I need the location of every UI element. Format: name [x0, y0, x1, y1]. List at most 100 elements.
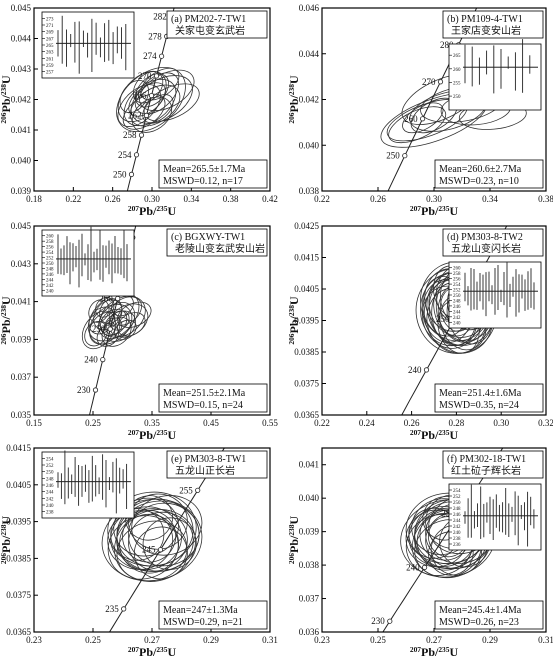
y-tick-label: 0.045: [11, 221, 32, 231]
title-box: [442, 10, 544, 39]
y-tick-label: 0.0415: [294, 253, 319, 263]
result-box: [158, 383, 268, 413]
result-box: [434, 383, 544, 413]
age-label: 250: [386, 151, 400, 161]
error-ellipse: [117, 301, 152, 328]
title-box: [166, 228, 268, 257]
y-tick-label: 0.045: [11, 3, 32, 13]
panel-title: (b) PM109-4-TW1: [447, 14, 523, 25]
inset-tick-label: 246: [46, 273, 54, 278]
inset-tick-label: 256: [46, 246, 54, 251]
y-tick-label: 0.044: [11, 34, 32, 44]
x-tick-label: 0.23: [26, 635, 42, 645]
x-tick-label: 0.22: [314, 418, 330, 428]
y-tick-label: 0.040: [299, 493, 320, 503]
x-tick-label: 0.38: [538, 194, 553, 204]
mean-age: Mean=265.5±1.7Ma: [163, 164, 246, 175]
x-tick-label: 0.26: [370, 194, 386, 204]
inset-tick-label: 254: [453, 489, 461, 494]
result-box: [434, 159, 544, 189]
error-ellipse: [142, 517, 197, 570]
inset-tick-label: 256: [453, 278, 461, 283]
inset-tick-label: 244: [453, 519, 461, 524]
inset-frame: [448, 43, 542, 111]
inset-tick-label: 259: [46, 64, 54, 69]
y-tick-label: 0.039: [11, 186, 32, 196]
y-tick-label: 0.040: [299, 140, 320, 150]
age-label: 260: [404, 114, 418, 124]
concordia-curve: [126, 8, 175, 191]
age-marker: [138, 132, 145, 138]
x-tick-label: 0.27: [426, 635, 442, 645]
y-tick-label: 0.035: [11, 410, 32, 420]
inset-tick-label: 242: [453, 316, 461, 321]
error-ellipse: [116, 66, 186, 133]
x-tick-label: 0.34: [482, 194, 498, 204]
age-label: 254: [118, 150, 132, 160]
x-tick-label: 0.18: [26, 194, 42, 204]
weighted-mean-inset: 265 260 255 250: [448, 39, 542, 111]
rock-name: 五龙山正长岩: [175, 464, 235, 477]
inset-tick-label: 246: [46, 484, 54, 489]
age-label: 250: [441, 509, 455, 519]
age-marker: [121, 606, 127, 612]
mswd: MSWD=0.23, n=10: [439, 176, 519, 187]
inset-tick-label: 246: [453, 513, 461, 518]
y-tick-label: 0.043: [11, 259, 32, 269]
inset-tick-label: 244: [46, 491, 54, 496]
error-ellipse: [142, 94, 174, 124]
error-ellipse: [119, 80, 149, 113]
mswd: MSWD=0.29, n=21: [163, 617, 243, 628]
error-ellipse: [107, 510, 174, 570]
inset-tick-label: 240: [46, 289, 54, 294]
inset-tick-label: 250: [453, 501, 461, 506]
inset-tick-label: 261: [46, 57, 54, 62]
x-axis-title: 207Pb/235U: [128, 204, 177, 219]
x-axis-title: 207Pb/235U: [410, 204, 459, 219]
age-marker: [387, 618, 393, 624]
inset-tick-label: 250: [453, 294, 461, 299]
title-box: [166, 10, 268, 39]
age-marker: [133, 152, 140, 158]
age-label: 280: [440, 40, 454, 50]
age-marker: [153, 73, 160, 79]
inset-tick-label: 240: [453, 531, 461, 536]
age-marker: [100, 356, 106, 363]
age-label: 250: [113, 169, 127, 179]
y-tick-label: 0.0365: [6, 627, 31, 637]
age-label: 230: [371, 616, 385, 626]
x-tick-label: 0.28: [449, 418, 465, 428]
age-label: 250: [436, 314, 450, 324]
y-tick-label: 0.044: [299, 49, 320, 59]
result-box: [158, 159, 268, 189]
inset-tick-label: 257: [46, 71, 54, 76]
inset-tick-label: 238: [46, 511, 54, 516]
panel-title: (f) PM302-18-TW1: [447, 454, 526, 465]
x-tick-label: 0.32: [538, 418, 553, 428]
inset-tick-label: 244: [46, 278, 54, 283]
error-ellipse: [110, 506, 182, 570]
y-axis-title: 206Pb/238U: [0, 296, 13, 345]
x-tick-label: 0.26: [404, 418, 420, 428]
panel-d: 2402502602700.220.240.260.280.300.320.03…: [287, 221, 553, 442]
age-marker: [143, 112, 150, 119]
inset-tick-label: 254: [46, 251, 54, 256]
error-ellipse: [128, 502, 200, 567]
y-tick-label: 0.0405: [294, 284, 319, 294]
y-tick-label: 0.0365: [294, 410, 319, 420]
age-marker: [107, 326, 113, 332]
x-tick-label: 0.24: [359, 418, 375, 428]
x-tick-label: 0.29: [482, 635, 498, 645]
age-label: 240: [408, 365, 422, 375]
x-tick-label: 0.25: [85, 635, 101, 645]
inset-tick-label: 263: [46, 51, 54, 56]
inset-tick-label: 258: [46, 240, 54, 245]
error-ellipse: [402, 102, 444, 134]
age-marker: [148, 93, 155, 99]
inset-tick-label: 242: [46, 284, 54, 289]
